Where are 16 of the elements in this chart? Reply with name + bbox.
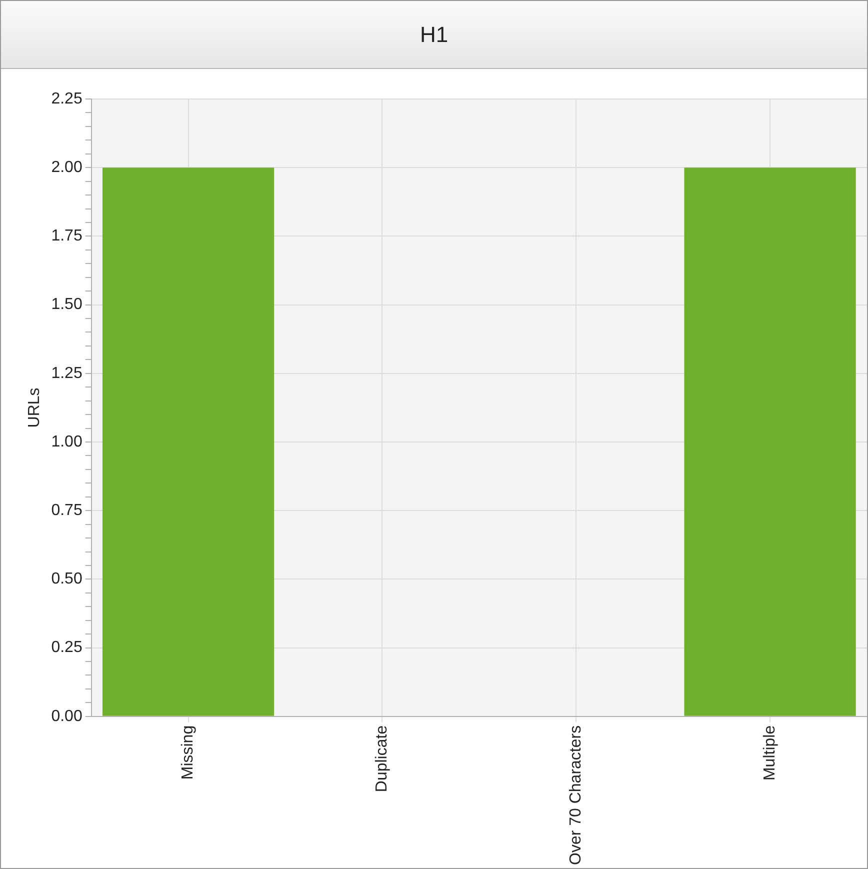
y-tick-label: 0.25: [51, 639, 82, 656]
y-tick-label: 0.75: [51, 502, 82, 519]
y-tick-label: 0.00: [51, 708, 82, 725]
y-tick-label: 2.00: [51, 159, 82, 176]
y-tick-label: 1.25: [51, 364, 82, 382]
y-tick-label: 2.25: [51, 90, 82, 108]
x-tick-label: Over 70 Characters: [568, 725, 585, 865]
y-axis-title: URLs: [26, 388, 44, 428]
y-tick-label: 1.00: [51, 433, 82, 450]
y-tick-label: 1.50: [51, 296, 82, 314]
x-tick-label: Missing: [180, 725, 197, 780]
chart-title: H1: [1, 1, 867, 69]
y-tick-label: 0.50: [51, 570, 82, 588]
x-tick-label: Multiple: [761, 725, 778, 781]
y-tick-label: 1.75: [51, 228, 82, 245]
x-tick-label: Duplicate: [374, 725, 391, 792]
